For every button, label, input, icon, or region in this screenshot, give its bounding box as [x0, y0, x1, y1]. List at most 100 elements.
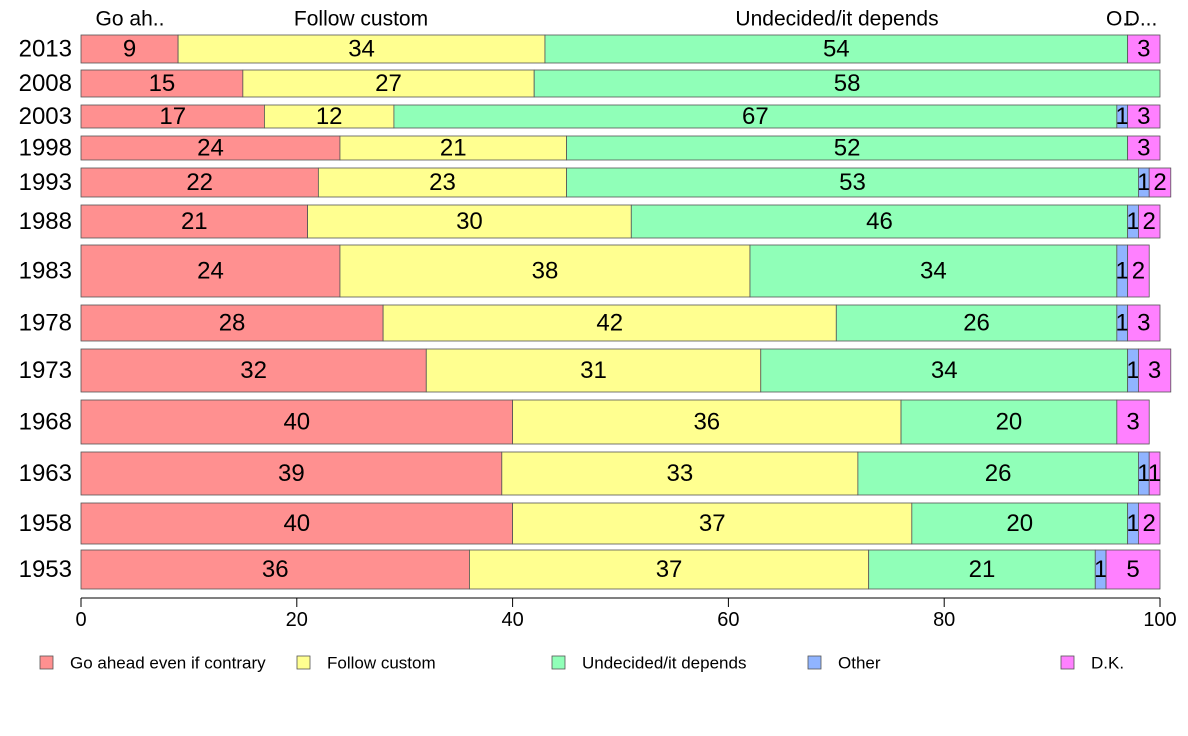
series-top-label: Undecided/it depends: [735, 8, 938, 31]
series-top-labels: Go ah.. Follow custom Undecided/it depends…: [96, 8, 1158, 31]
data-label: 3: [1137, 36, 1150, 63]
data-label: 2: [1143, 208, 1156, 235]
data-label: 37: [656, 556, 683, 583]
y-tick-label: 1988: [19, 208, 72, 235]
bar-segment: [1127, 304, 1161, 342]
bar-segment: [512, 502, 913, 545]
data-label: 26: [963, 310, 990, 337]
data-label: 21: [181, 208, 208, 235]
data-label: 3: [1148, 357, 1161, 384]
x-axis: 0 20 40 60 80 100: [75, 597, 1177, 631]
legend-swatch: [296, 655, 311, 670]
data-label: 1: [1116, 310, 1129, 337]
bar-segment: [566, 167, 1139, 198]
bar-segment: [911, 502, 1129, 545]
bar-segment: [80, 69, 244, 98]
y-tick-label: 2008: [19, 70, 72, 97]
data-label: 20: [996, 409, 1023, 436]
data-label: 40: [283, 510, 310, 537]
legend-item: Go ahead even if contrary: [39, 654, 266, 673]
data-label: 20: [1006, 510, 1033, 537]
series-top-label: Go ah..: [96, 8, 165, 31]
data-label: 31: [580, 357, 607, 384]
data-label: 3: [1137, 103, 1150, 130]
bar-segment: [80, 135, 341, 161]
y-axis-labels: 2013 2008 2003 1998 1993 1988 1983 1978 1973 1968…: [19, 36, 72, 584]
bar-segment: [512, 399, 902, 445]
data-label: 34: [920, 258, 947, 285]
data-label: 42: [596, 310, 623, 337]
data-label: 1: [1116, 103, 1129, 130]
y-tick-label: 2013: [19, 36, 72, 63]
data-label: 21: [440, 135, 467, 162]
data-label: 22: [186, 169, 213, 196]
bar-segment: [80, 244, 341, 298]
data-label: 9: [123, 36, 136, 63]
data-label: 24: [197, 258, 224, 285]
data-label: 39: [278, 460, 305, 487]
data-label: 36: [262, 556, 289, 583]
bar-segment: [857, 451, 1139, 496]
y-tick-label: 1958: [19, 510, 72, 537]
bar-segment: [80, 399, 514, 445]
y-tick-label: 2003: [19, 103, 72, 130]
bar-segment: [1138, 204, 1161, 239]
x-tick-label: 60: [717, 609, 739, 631]
legend-swatch: [39, 655, 54, 670]
bar-segment: [868, 549, 1096, 590]
bar-segment: [749, 244, 1118, 298]
data-label: 3: [1137, 310, 1150, 337]
data-label: 34: [931, 357, 958, 384]
data-label: 2: [1132, 258, 1145, 285]
legend-label: Go ahead even if contrary: [70, 654, 266, 673]
y-tick-label: 1993: [19, 169, 72, 196]
legend-swatch: [551, 655, 566, 670]
data-label: 1: [1137, 169, 1150, 196]
data-label: 52: [834, 135, 861, 162]
bar-segment: [1127, 34, 1161, 64]
data-label: 2: [1143, 510, 1156, 537]
bar-segment: [80, 502, 514, 545]
y-tick-label: 1983: [19, 258, 72, 285]
legend-item: Undecided/it depends: [551, 654, 746, 673]
data-label: 30: [456, 208, 483, 235]
data-label: 54: [823, 36, 850, 63]
x-tick-label: 100: [1143, 609, 1176, 631]
data-label: 37: [699, 510, 726, 537]
bar-segment: [1148, 451, 1161, 496]
data-label: 36: [693, 409, 720, 436]
y-tick-label: 1998: [19, 135, 72, 162]
data-label: 67: [742, 103, 769, 130]
data-label: 5: [1126, 556, 1139, 583]
data-label: 21: [969, 556, 996, 583]
x-tick-label: 20: [286, 609, 308, 631]
x-tick-label: 80: [933, 609, 955, 631]
bar-segment: [630, 204, 1129, 239]
bar-segment: [80, 167, 319, 198]
bar-segment: [242, 69, 535, 98]
bar-segment: [382, 304, 837, 342]
data-label: 28: [219, 310, 246, 337]
legend: Go ahead even if contrary Follow custom Un…: [39, 654, 1124, 673]
bar-segment: [80, 549, 470, 590]
data-label: 3: [1126, 409, 1139, 436]
data-label: 58: [834, 70, 861, 97]
data-label: 3: [1137, 135, 1150, 162]
bar-segment: [80, 451, 503, 496]
bar-segment: [501, 451, 859, 496]
series-top-label: Follow custom: [294, 8, 428, 31]
series-top-label: D...: [1125, 8, 1158, 31]
data-label: 2: [1153, 169, 1166, 196]
bar-segment: [1148, 167, 1172, 198]
x-tick-label: 40: [501, 609, 523, 631]
y-tick-label: 1973: [19, 357, 72, 384]
bar-segment: [339, 244, 751, 298]
bar-segment: [317, 167, 567, 198]
legend-item: Other: [807, 654, 881, 673]
bar-segment: [1105, 549, 1161, 590]
bar-segment: [1127, 104, 1161, 129]
data-label: 15: [149, 70, 176, 97]
bar-segment: [339, 135, 567, 161]
legend-swatch: [1060, 655, 1075, 670]
